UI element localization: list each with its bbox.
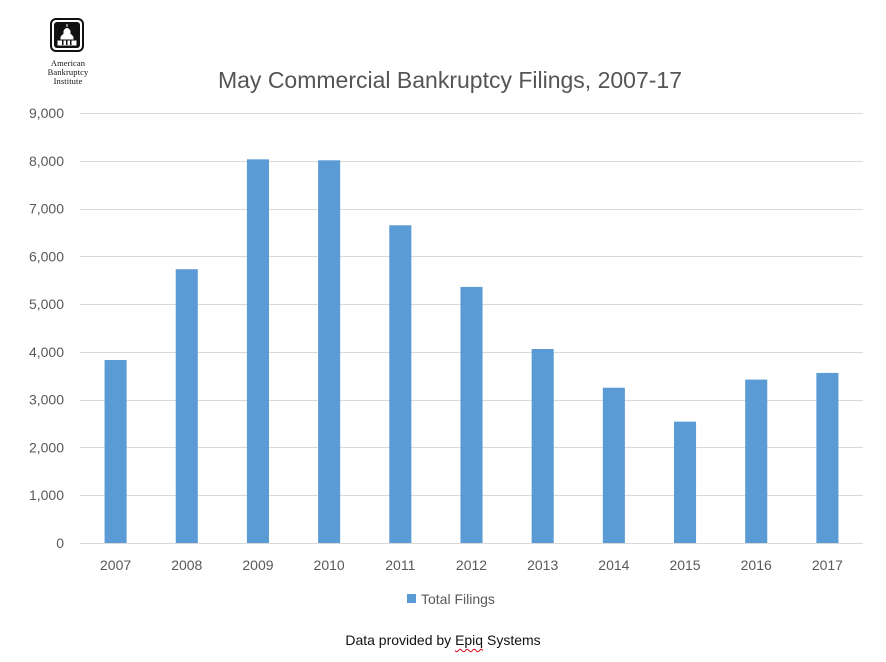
bar-2008 [175,269,198,543]
legend: Total Filings [407,591,495,607]
y-tick-label: 3,000 [29,392,64,408]
logo-text-line-1: American [50,58,86,68]
y-tick-label: 7,000 [29,201,64,217]
bar-2012 [460,286,483,543]
y-tick-label: 5,000 [29,296,64,312]
x-tick-label: 2016 [741,557,772,573]
capitol-dome-icon [50,18,84,52]
logo-text-line-3: Institute [53,76,83,86]
y-tick-label: 0 [56,535,64,551]
x-axis-tick-labels: 2007 2008 2009 2010 2011 2012 2013 2014 2015 2016… [100,557,843,573]
x-tick-label: 2017 [812,557,843,573]
x-tick-label: 2011 [385,557,415,573]
logo-text-line-2: Bankruptcy [47,67,89,77]
bar-2015 [674,421,697,543]
bar-chart: May Commercial Bankruptcy Filings, 2007-… [29,67,863,607]
y-tick-label: 1,000 [29,487,64,503]
x-tick-label: 2008 [171,557,202,573]
bar-2017 [816,372,839,543]
x-tick-label: 2012 [456,557,487,573]
bar-2009 [246,159,269,543]
y-axis-tick-labels: 0 1,000 2,000 3,000 4,000 5,000 6,000 7,000 8,00… [29,105,64,551]
y-tick-label: 4,000 [29,344,64,360]
bar-2007 [104,360,127,543]
x-tick-label: 2015 [669,557,700,573]
x-tick-label: 2007 [100,557,131,573]
x-tick-label: 2009 [242,557,273,573]
legend-swatch [407,594,416,603]
y-tick-label: 8,000 [29,153,64,169]
bar-2011 [389,225,412,543]
data-source-provider: Epiq [455,632,484,648]
bars [104,159,839,544]
data-source-prefix: Data provided by [345,632,456,648]
legend-label: Total Filings [421,591,495,607]
chart-title: May Commercial Bankruptcy Filings, 2007-… [218,67,682,93]
data-source-note: Data provided by Epiq Systems [0,632,886,648]
x-tick-label: 2010 [314,557,345,573]
x-tick-label: 2014 [598,557,629,573]
aba-logo: American Bankruptcy Institute [24,14,112,86]
y-tick-label: 6,000 [29,248,64,264]
bar-2014 [602,387,625,543]
bar-2013 [531,349,554,543]
y-tick-label: 2,000 [29,439,64,455]
bar-2016 [745,379,768,543]
data-source-suffix: Systems [483,632,541,648]
x-tick-label: 2013 [527,557,558,573]
y-tick-label: 9,000 [29,105,64,121]
bar-2010 [318,160,341,544]
